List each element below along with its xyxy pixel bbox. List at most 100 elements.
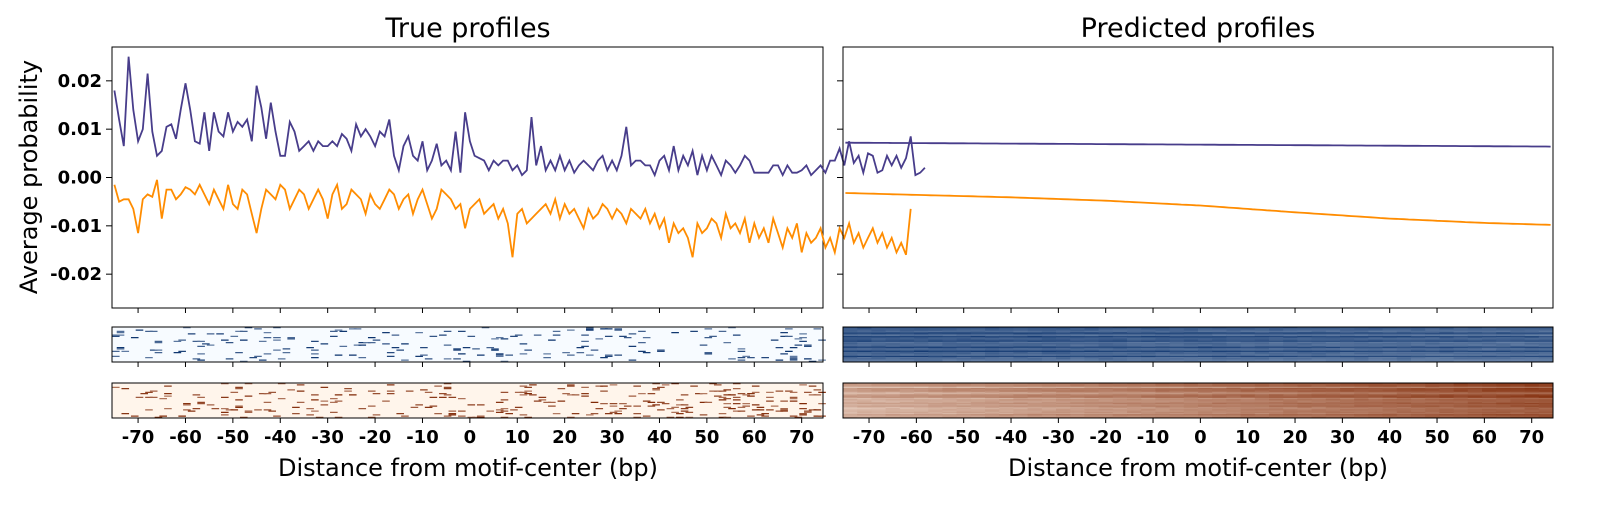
heatmap-cell [985, 340, 1000, 343]
heatmap-cell [192, 408, 201, 410]
heatmap-cell [1141, 339, 1156, 342]
heatmap-cell [1453, 345, 1469, 348]
heatmap-cell [1496, 332, 1511, 334]
heatmap-cell [1240, 328, 1256, 330]
heatmap-cell [1354, 330, 1369, 333]
heatmap-cell [1084, 348, 1100, 350]
heatmap-cell [928, 327, 943, 329]
heatmap-cell [1311, 338, 1327, 340]
heatmap-cell [1041, 327, 1057, 329]
heatmap-cell [1524, 404, 1540, 406]
heatmap-cell [1538, 347, 1554, 349]
heatmap-cell [857, 344, 872, 347]
heatmap-cell [723, 406, 732, 408]
heatmap-cell [657, 350, 665, 352]
heatmap-cell [1169, 383, 1185, 385]
heatmap-cell [808, 409, 817, 411]
heatmap-cell [1510, 413, 1526, 415]
heatmap-cell [1183, 390, 1199, 393]
heatmap-cell [1226, 353, 1242, 355]
heatmap-cell [789, 415, 798, 417]
heatmap-cell [1453, 335, 1469, 338]
heatmap-cell [1141, 329, 1156, 332]
heatmap-cell [1056, 330, 1071, 333]
heatmap-cell [1425, 411, 1440, 414]
heatmap-cell [1240, 389, 1256, 391]
heatmap-cell [638, 393, 646, 395]
heatmap-cell [885, 330, 901, 333]
heatmap-cell [914, 401, 929, 404]
plot-frame [111, 46, 824, 309]
heatmap-cell [914, 345, 929, 348]
heatmap-cell [999, 349, 1014, 352]
heatmap-cell [1127, 389, 1142, 391]
heatmap-cell [1411, 355, 1426, 358]
heatmap-cell [1112, 391, 1128, 394]
heatmap-cell [1183, 400, 1199, 403]
heatmap-cell [1524, 410, 1540, 413]
heatmap-cell [1467, 343, 1483, 345]
heatmap-cell [928, 350, 943, 353]
heatmap-cell [970, 349, 986, 352]
heatmap-cell [628, 345, 637, 347]
heatmap-cell [999, 334, 1014, 337]
heatmap-cell [970, 354, 986, 357]
heatmap-cell [843, 357, 858, 359]
heatmap-cell [1056, 390, 1071, 393]
heatmap-cell [1538, 328, 1554, 330]
heatmap-cell [1056, 332, 1071, 334]
heatmap-cell [914, 327, 929, 329]
heatmap-cell [1396, 396, 1412, 399]
heatmap-cell [1297, 358, 1313, 360]
heatmap-cell [728, 408, 736, 410]
heatmap-cell [1013, 330, 1029, 333]
heatmap-cell [914, 406, 929, 409]
heatmap-cell [843, 327, 858, 329]
heatmap-cell [1297, 337, 1313, 339]
heatmap-cell [671, 406, 679, 408]
heatmap-cell [871, 342, 887, 344]
heatmap-cell [799, 408, 807, 410]
heatmap-cell [1368, 333, 1384, 335]
heatmap-cell [1254, 329, 1270, 332]
heatmap-cell [1169, 396, 1185, 399]
heatmap-cell [1112, 350, 1128, 353]
heatmap-cell [1112, 353, 1128, 355]
heatmap-cell [1340, 350, 1355, 353]
heatmap-cell [1070, 349, 1085, 352]
heatmap-cell [999, 404, 1014, 406]
heatmap-cell [1269, 400, 1284, 403]
heatmap-cell [942, 350, 958, 353]
heatmap-background [112, 383, 823, 418]
heatmap-cell [1056, 415, 1071, 418]
heatmap-cell [1524, 338, 1540, 340]
heatmap-cell [956, 343, 972, 345]
heatmap-cell [871, 357, 887, 359]
heatmap-cell [1496, 385, 1511, 388]
heatmap-cell [843, 385, 858, 388]
heatmap-cell [1311, 404, 1327, 406]
heatmap-cell [956, 349, 972, 352]
heatmap-cell [1169, 353, 1185, 355]
heatmap-cell [843, 330, 858, 333]
heatmap-cell [1467, 340, 1483, 343]
heatmap-cell [1070, 409, 1085, 411]
heatmap-cell [804, 410, 812, 412]
heatmap-cell [1439, 329, 1455, 332]
heatmap-cell [999, 357, 1014, 359]
heatmap-cell [1226, 343, 1242, 345]
heatmap-cell [1027, 332, 1043, 334]
heatmap-cell [1382, 414, 1398, 416]
heatmap-cell [1183, 339, 1199, 342]
heatmap-cell [1524, 393, 1540, 395]
heatmap-cell [1056, 403, 1071, 405]
heatmap-cell [571, 394, 580, 396]
heatmap-cell [1524, 350, 1540, 353]
heatmap-cell [1254, 347, 1270, 349]
heatmap-cell [723, 398, 732, 400]
heatmap-cell [1155, 406, 1171, 409]
heatmap-cell [1169, 413, 1185, 415]
heatmap-cell [885, 340, 901, 343]
heatmap-cell [1027, 393, 1043, 395]
heatmap-cell [789, 396, 798, 398]
